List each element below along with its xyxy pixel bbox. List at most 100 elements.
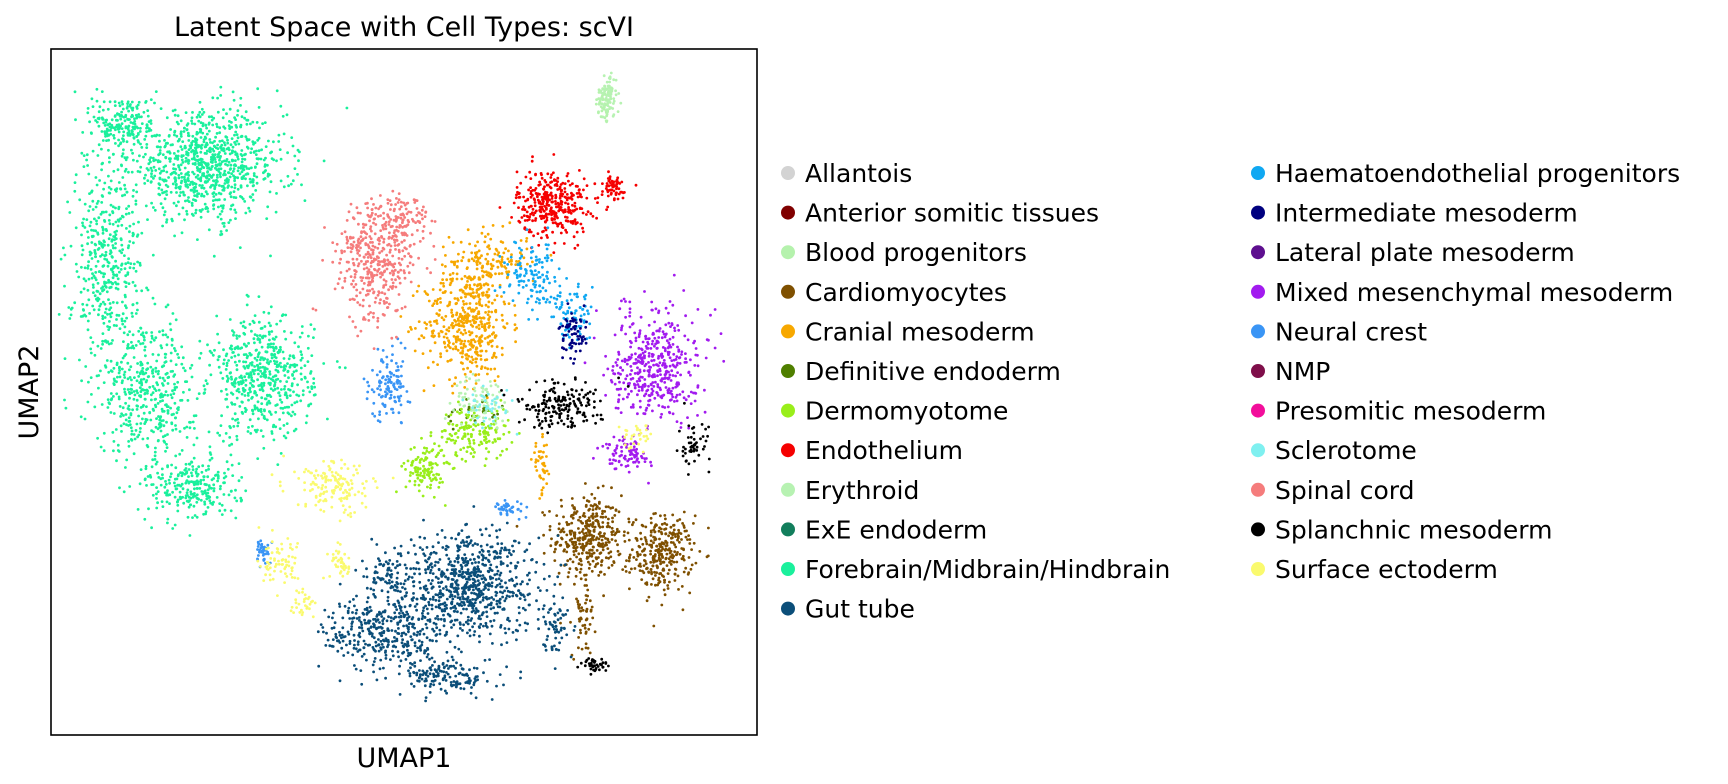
point-3-404 bbox=[667, 568, 671, 572]
point-4-486 bbox=[483, 270, 486, 274]
point-7-204 bbox=[536, 232, 540, 236]
point-10-1503 bbox=[217, 341, 221, 345]
point-4-356 bbox=[467, 330, 471, 333]
point-10-2306 bbox=[210, 456, 214, 460]
point-3-705 bbox=[584, 642, 588, 646]
point-10-1933 bbox=[163, 379, 167, 383]
point-3-319 bbox=[578, 539, 581, 542]
point-10-1171 bbox=[111, 282, 114, 286]
point-10-1137 bbox=[116, 224, 120, 228]
point-7-286 bbox=[540, 217, 543, 221]
point-10-2406 bbox=[169, 472, 173, 476]
point-10-623 bbox=[236, 169, 240, 173]
point-4-248 bbox=[423, 290, 427, 293]
point-7-337 bbox=[547, 194, 550, 197]
point-3-307 bbox=[581, 544, 584, 548]
point-4-196 bbox=[487, 305, 490, 309]
point-4-201 bbox=[450, 311, 453, 314]
point-3-38 bbox=[570, 521, 574, 525]
point-10-985 bbox=[97, 386, 100, 390]
point-7-237 bbox=[566, 196, 570, 200]
point-10-2285 bbox=[188, 420, 191, 424]
point-3-270 bbox=[572, 550, 576, 553]
point-3-576 bbox=[675, 560, 679, 564]
point-10-330 bbox=[286, 174, 290, 178]
series-6-points bbox=[395, 398, 521, 507]
point-3-632 bbox=[649, 534, 653, 537]
point-3-338 bbox=[598, 507, 601, 510]
point-10-2413 bbox=[176, 483, 180, 487]
scatter-points bbox=[57, 71, 726, 703]
point-10-1088 bbox=[137, 220, 140, 224]
point-8-94 bbox=[612, 99, 616, 103]
point-3-230 bbox=[597, 556, 600, 559]
point-10-2506 bbox=[184, 472, 188, 475]
point-3-465 bbox=[639, 565, 642, 568]
point-10-462 bbox=[235, 153, 239, 157]
point-3-410 bbox=[664, 544, 668, 548]
point-3-342 bbox=[586, 542, 589, 545]
point-10-2679 bbox=[110, 125, 113, 129]
point-10-3 bbox=[181, 140, 185, 144]
point-10-1837 bbox=[253, 333, 257, 336]
point-10-999 bbox=[133, 284, 137, 288]
point-10-572 bbox=[163, 197, 167, 201]
point-10-1096 bbox=[69, 244, 73, 248]
point-10-700 bbox=[176, 154, 180, 158]
point-10-1867 bbox=[272, 342, 275, 346]
point-3-161 bbox=[601, 484, 605, 488]
point-10-2510 bbox=[176, 503, 180, 507]
point-3-549 bbox=[638, 562, 642, 566]
point-10-811 bbox=[195, 145, 199, 149]
point-3-40 bbox=[591, 559, 595, 563]
point-10-870 bbox=[214, 163, 218, 167]
point-7-4 bbox=[565, 231, 569, 234]
point-10-677 bbox=[253, 150, 256, 154]
point-3-557 bbox=[628, 553, 632, 557]
point-10-665 bbox=[176, 114, 180, 118]
point-10-641 bbox=[218, 139, 222, 143]
point-3-429 bbox=[669, 525, 673, 529]
point-10-896 bbox=[240, 135, 244, 138]
point-7-273 bbox=[579, 193, 582, 196]
point-3-707 bbox=[585, 584, 588, 587]
point-10-1316 bbox=[90, 228, 93, 232]
point-10-364 bbox=[176, 149, 180, 153]
point-10-2504 bbox=[187, 481, 191, 485]
point-10-1225 bbox=[115, 301, 119, 305]
point-3-129 bbox=[543, 513, 546, 517]
point-10-1051 bbox=[111, 276, 115, 280]
point-10-1022 bbox=[132, 346, 136, 350]
point-10-1958 bbox=[118, 375, 122, 379]
point-4-417 bbox=[459, 331, 463, 335]
point-10-507 bbox=[227, 221, 231, 225]
point-4-549 bbox=[525, 239, 528, 243]
point-10-754 bbox=[193, 190, 197, 194]
point-8-18 bbox=[480, 398, 484, 402]
point-10-1997 bbox=[158, 330, 161, 334]
point-10-2488 bbox=[224, 475, 228, 478]
point-7-20 bbox=[517, 206, 520, 210]
point-10-2471 bbox=[163, 491, 167, 495]
point-3-325 bbox=[598, 531, 602, 534]
point-10-1289 bbox=[132, 241, 135, 245]
point-10-762 bbox=[185, 128, 189, 131]
point-4-66 bbox=[477, 373, 481, 376]
point-10-2535 bbox=[212, 477, 216, 480]
point-3-640 bbox=[654, 559, 658, 563]
point-10-1320 bbox=[88, 224, 92, 228]
point-3-360 bbox=[647, 595, 651, 599]
point-10-2283 bbox=[128, 419, 132, 423]
point-8-22 bbox=[443, 417, 447, 420]
point-10-2349 bbox=[219, 484, 222, 488]
point-8-132 bbox=[612, 78, 616, 82]
point-10-708 bbox=[149, 122, 153, 125]
point-10-2540 bbox=[136, 508, 140, 511]
point-10-2414 bbox=[208, 458, 212, 462]
point-10-477 bbox=[217, 205, 220, 209]
point-10-2231 bbox=[127, 408, 131, 411]
point-10-456 bbox=[194, 182, 198, 186]
point-10-884 bbox=[198, 184, 202, 187]
point-10-2173 bbox=[117, 395, 121, 399]
point-10-1239 bbox=[73, 189, 77, 193]
